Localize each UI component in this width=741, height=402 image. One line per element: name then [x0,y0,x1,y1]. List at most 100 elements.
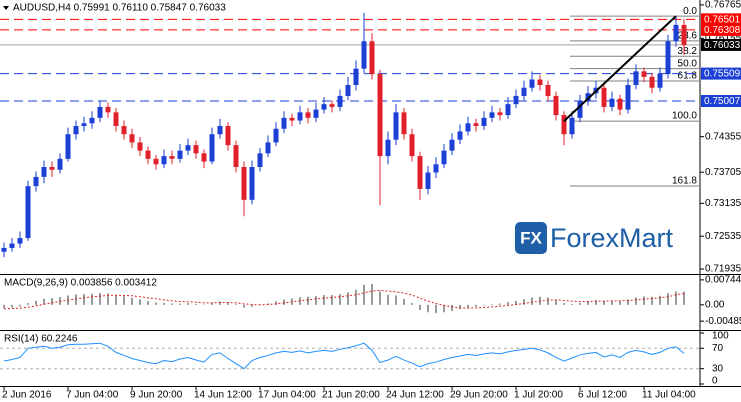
candle-body [441,150,447,165]
candle-body [545,85,551,96]
price-level-box [701,23,741,36]
candle-body [57,158,63,170]
candle-body [529,79,535,88]
fib-label: 50.0 [678,58,698,69]
candle-body [329,104,335,107]
macd-title: MACD(9,26,9) 0.003856 0.003412 [4,278,157,289]
trend-line [563,15,677,122]
candle-body [241,167,247,200]
price-level-label: 0.75509 [704,69,741,80]
candle-body [297,112,303,121]
candle-body [513,95,519,105]
candle-body [273,128,279,143]
rsi-y-tick-label: 0 [712,376,718,387]
candle-body [521,87,527,96]
candle-body [569,117,575,135]
candle-body [393,112,399,140]
candle-body [449,139,455,151]
watermark: FX ForexMart [515,222,674,254]
candle-body [153,158,159,165]
candle-body [129,134,135,143]
fib-label: 61.8 [678,71,698,82]
price-level-box [701,67,741,80]
candle-body [185,145,191,151]
candle-body [601,87,607,107]
candle-body [313,109,319,118]
rsi-title: RSI(14) 60.2246 [4,334,78,345]
candle-body [33,176,39,187]
menu-arrow[interactable] [3,6,9,10]
y-tick-label: 0.74355 [705,131,741,142]
fib-label: 38.2 [678,46,698,57]
candle-body [369,41,375,75]
rsi-y-tick-label: 100 [712,331,729,342]
x-tick-label: 1 Jul 20:00 [514,390,563,401]
candle-body [65,134,71,159]
candle-body [17,238,23,244]
candle-body [217,126,223,135]
macd-y-tick-label: 0.007445 [705,275,741,286]
candle-body [49,167,55,170]
candle-body [113,112,119,127]
candle-body [673,24,679,42]
price-level-box [701,13,741,26]
candle-body [25,186,31,239]
fib-label: 161.8 [672,176,697,187]
fib-label: 0.0 [683,6,697,17]
candle-body [433,164,439,173]
candle-body [289,117,295,121]
candle-body [465,123,471,132]
candle-body [177,150,183,159]
candle-body [161,156,167,165]
candle-body [633,71,639,86]
candle-body [73,126,79,135]
macd-y-tick-label: -0.004855 [705,316,741,327]
x-tick-label: 14 Jun 12:00 [194,390,252,401]
fib-label: 23.6 [678,31,698,42]
x-tick-label: 7 Jun 04:00 [66,390,119,401]
y-tick-label: 0.71935 [705,264,741,275]
candle-body [457,131,463,140]
y-tick-label: 0.73135 [705,198,741,209]
candle-body [201,153,207,162]
candle-body [681,24,687,46]
candle-body [409,134,415,157]
price-level-box [701,38,741,51]
candle-body [145,150,151,159]
fib-label: 100.0 [672,111,697,122]
x-tick-label: 6 Jul 12:00 [578,390,627,401]
y-tick-label: 0.72535 [705,231,741,242]
candle-body [361,41,367,69]
price-level-label: 0.76501 [704,14,741,25]
candle-body [609,98,615,107]
candle-body [137,142,143,151]
x-tick-label: 9 Jun 20:00 [130,390,183,401]
x-tick-label: 24 Jun 12:00 [386,390,444,401]
candle-body [617,98,623,110]
candle-body [1,247,7,252]
candle-body [377,74,383,157]
candle-body [233,145,239,168]
candle-body [401,112,407,135]
candle-body [209,134,215,162]
rsi-y-tick-label: 30 [712,363,724,374]
x-tick-label: 2 Jun 2016 [2,390,52,401]
x-tick-label: 11 Jul 04:00 [642,390,696,401]
rsi-y-tick-label: 70 [712,343,724,354]
candle-body [553,95,559,116]
candle-body [281,117,287,129]
price-level-label: 0.76308 [704,25,741,36]
candle-body [81,123,87,127]
candle-body [305,112,311,118]
candle-body [649,76,655,88]
y-tick-label: 0.76155 [705,33,741,44]
candle-body [89,117,95,124]
candle-body [505,104,511,116]
macd-y-tick-label: 0.00 [705,299,725,310]
candle-body [385,139,391,157]
x-tick-label: 17 Jun 04:00 [258,390,316,401]
macd-signal-line [3,289,685,310]
candle-body [105,106,111,113]
y-tick-label: 0.73705 [705,167,741,178]
candle-body [321,104,327,110]
